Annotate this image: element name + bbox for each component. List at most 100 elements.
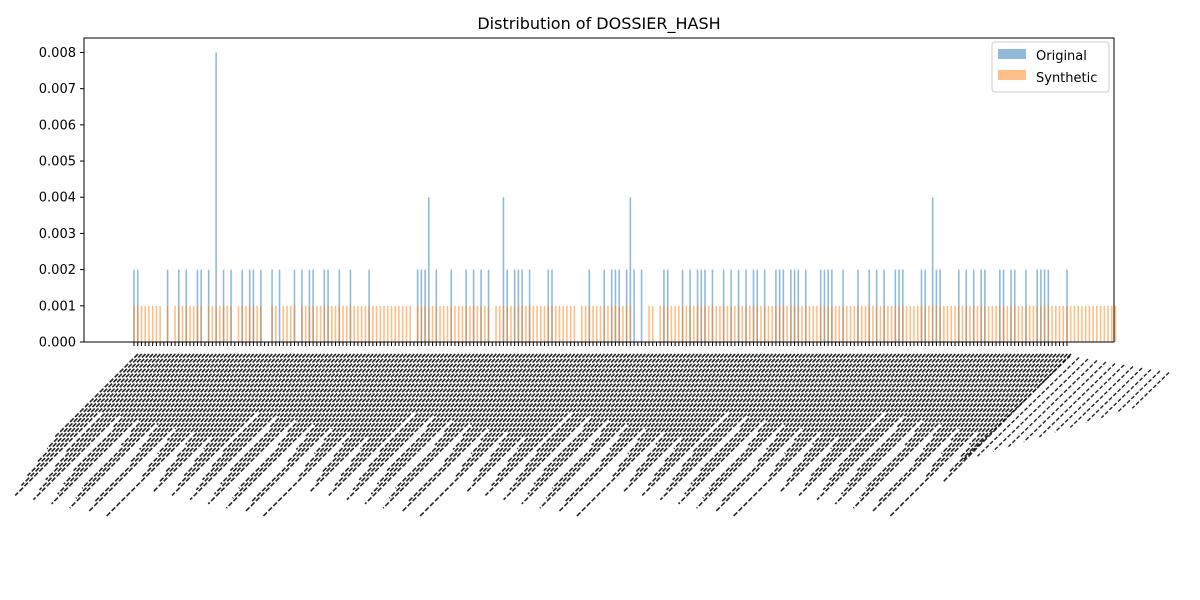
bar-original bbox=[640, 269, 643, 342]
x-tick-label bbox=[139, 353, 236, 451]
bar-synthetic bbox=[804, 305, 807, 342]
chart-title: Distribution of DOSSIER_HASH bbox=[477, 14, 720, 34]
bar-synthetic bbox=[827, 305, 829, 342]
bar-synthetic bbox=[319, 305, 322, 342]
x-tick-label bbox=[45, 353, 173, 481]
x-tick-label bbox=[793, 353, 882, 441]
bar-original bbox=[278, 269, 281, 342]
bar-synthetic bbox=[950, 305, 953, 342]
x-tick-label bbox=[533, 353, 665, 485]
x-tick-label bbox=[611, 353, 736, 478]
bar-synthetic bbox=[853, 305, 856, 342]
bar-synthetic bbox=[200, 305, 202, 342]
x-tick-label bbox=[653, 353, 777, 477]
x-tick-label bbox=[840, 353, 982, 495]
x-tick-label bbox=[147, 353, 262, 468]
bar-synthetic bbox=[1107, 305, 1109, 342]
bar-original bbox=[629, 197, 632, 342]
x-tick-label bbox=[958, 353, 1035, 430]
x-tick-label bbox=[221, 353, 322, 454]
bar-synthetic bbox=[1099, 305, 1102, 342]
bar-synthetic bbox=[588, 305, 591, 342]
x-tick-label bbox=[367, 353, 453, 439]
bar-synthetic bbox=[144, 305, 146, 342]
bar-synthetic bbox=[252, 305, 255, 342]
bar-synthetic bbox=[554, 305, 557, 342]
bar-synthetic bbox=[920, 305, 923, 342]
bar-synthetic bbox=[226, 305, 229, 342]
x-tick-label bbox=[352, 353, 490, 491]
x-tick-label bbox=[105, 353, 270, 518]
bar-synthetic bbox=[151, 305, 154, 342]
bar-synthetic bbox=[931, 305, 934, 342]
x-tick-label bbox=[193, 353, 303, 463]
bar-synthetic bbox=[465, 305, 467, 342]
bar-synthetic bbox=[454, 305, 456, 342]
x-tick-label bbox=[539, 353, 695, 509]
x-tick-label bbox=[53, 353, 139, 439]
bar-synthetic bbox=[569, 305, 572, 342]
x-tick-label bbox=[672, 353, 800, 481]
x-tick-label bbox=[462, 353, 546, 437]
bar-synthetic bbox=[842, 305, 844, 342]
bar-synthetic bbox=[140, 305, 143, 342]
bar-synthetic bbox=[1040, 305, 1042, 342]
bar-synthetic bbox=[334, 305, 337, 342]
bar-synthetic bbox=[461, 305, 464, 342]
x-tick-label bbox=[524, 353, 609, 439]
x-tick-label bbox=[203, 353, 300, 450]
x-tick-label bbox=[801, 353, 878, 430]
x-tick-label bbox=[323, 353, 412, 441]
x-tick-label bbox=[527, 353, 669, 495]
x-tick-label bbox=[681, 353, 796, 467]
x-tick-label bbox=[904, 353, 997, 446]
x-tick-label bbox=[69, 353, 225, 509]
bar-synthetic bbox=[558, 305, 561, 342]
x-tick-label bbox=[627, 353, 729, 455]
bar-synthetic bbox=[181, 305, 184, 342]
bar-synthetic bbox=[394, 305, 397, 342]
bar-synthetic bbox=[1058, 305, 1061, 342]
bar-synthetic bbox=[271, 305, 273, 342]
x-tick-label bbox=[454, 353, 579, 478]
bar-synthetic bbox=[248, 305, 251, 342]
bar-synthetic bbox=[428, 305, 430, 342]
bar-synthetic bbox=[689, 305, 691, 342]
x-tick-label bbox=[406, 353, 557, 504]
bar-synthetic bbox=[502, 305, 505, 342]
x-tick-label bbox=[641, 353, 785, 496]
bar-synthetic bbox=[670, 305, 673, 342]
x-tick-label bbox=[331, 353, 408, 430]
x-tick-label bbox=[183, 353, 307, 477]
bar-synthetic bbox=[174, 305, 176, 342]
bar-synthetic bbox=[424, 305, 426, 342]
bar-synthetic bbox=[786, 305, 788, 342]
x-tick-label bbox=[189, 353, 337, 501]
x-tick-label bbox=[201, 353, 329, 481]
x-tick-label bbox=[1069, 365, 1134, 428]
bar-synthetic bbox=[364, 305, 367, 342]
x-tick-label bbox=[590, 353, 654, 417]
legend-swatch-original bbox=[998, 49, 1026, 59]
x-tick-label bbox=[757, 353, 837, 433]
bar-synthetic bbox=[1092, 305, 1094, 342]
bar-synthetic bbox=[211, 305, 214, 342]
bar-synthetic bbox=[711, 305, 714, 342]
x-tick-label bbox=[506, 353, 587, 434]
x-tick-label bbox=[220, 353, 352, 485]
x-tick-label bbox=[591, 353, 684, 446]
x-tick-label bbox=[575, 353, 740, 518]
bar-synthetic bbox=[663, 305, 665, 342]
x-tick-label bbox=[269, 353, 344, 429]
bar-synthetic bbox=[737, 305, 740, 342]
bar-synthetic bbox=[957, 305, 960, 342]
bar-synthetic bbox=[924, 305, 926, 342]
x-tick-label bbox=[277, 353, 370, 446]
bar-synthetic bbox=[741, 305, 744, 342]
x-tick-label bbox=[623, 353, 762, 492]
x-tick-label bbox=[50, 353, 203, 505]
x-tick-label bbox=[304, 353, 419, 468]
bar-synthetic bbox=[1028, 305, 1031, 342]
x-tick-label bbox=[433, 353, 497, 417]
x-tick-label bbox=[211, 353, 326, 467]
